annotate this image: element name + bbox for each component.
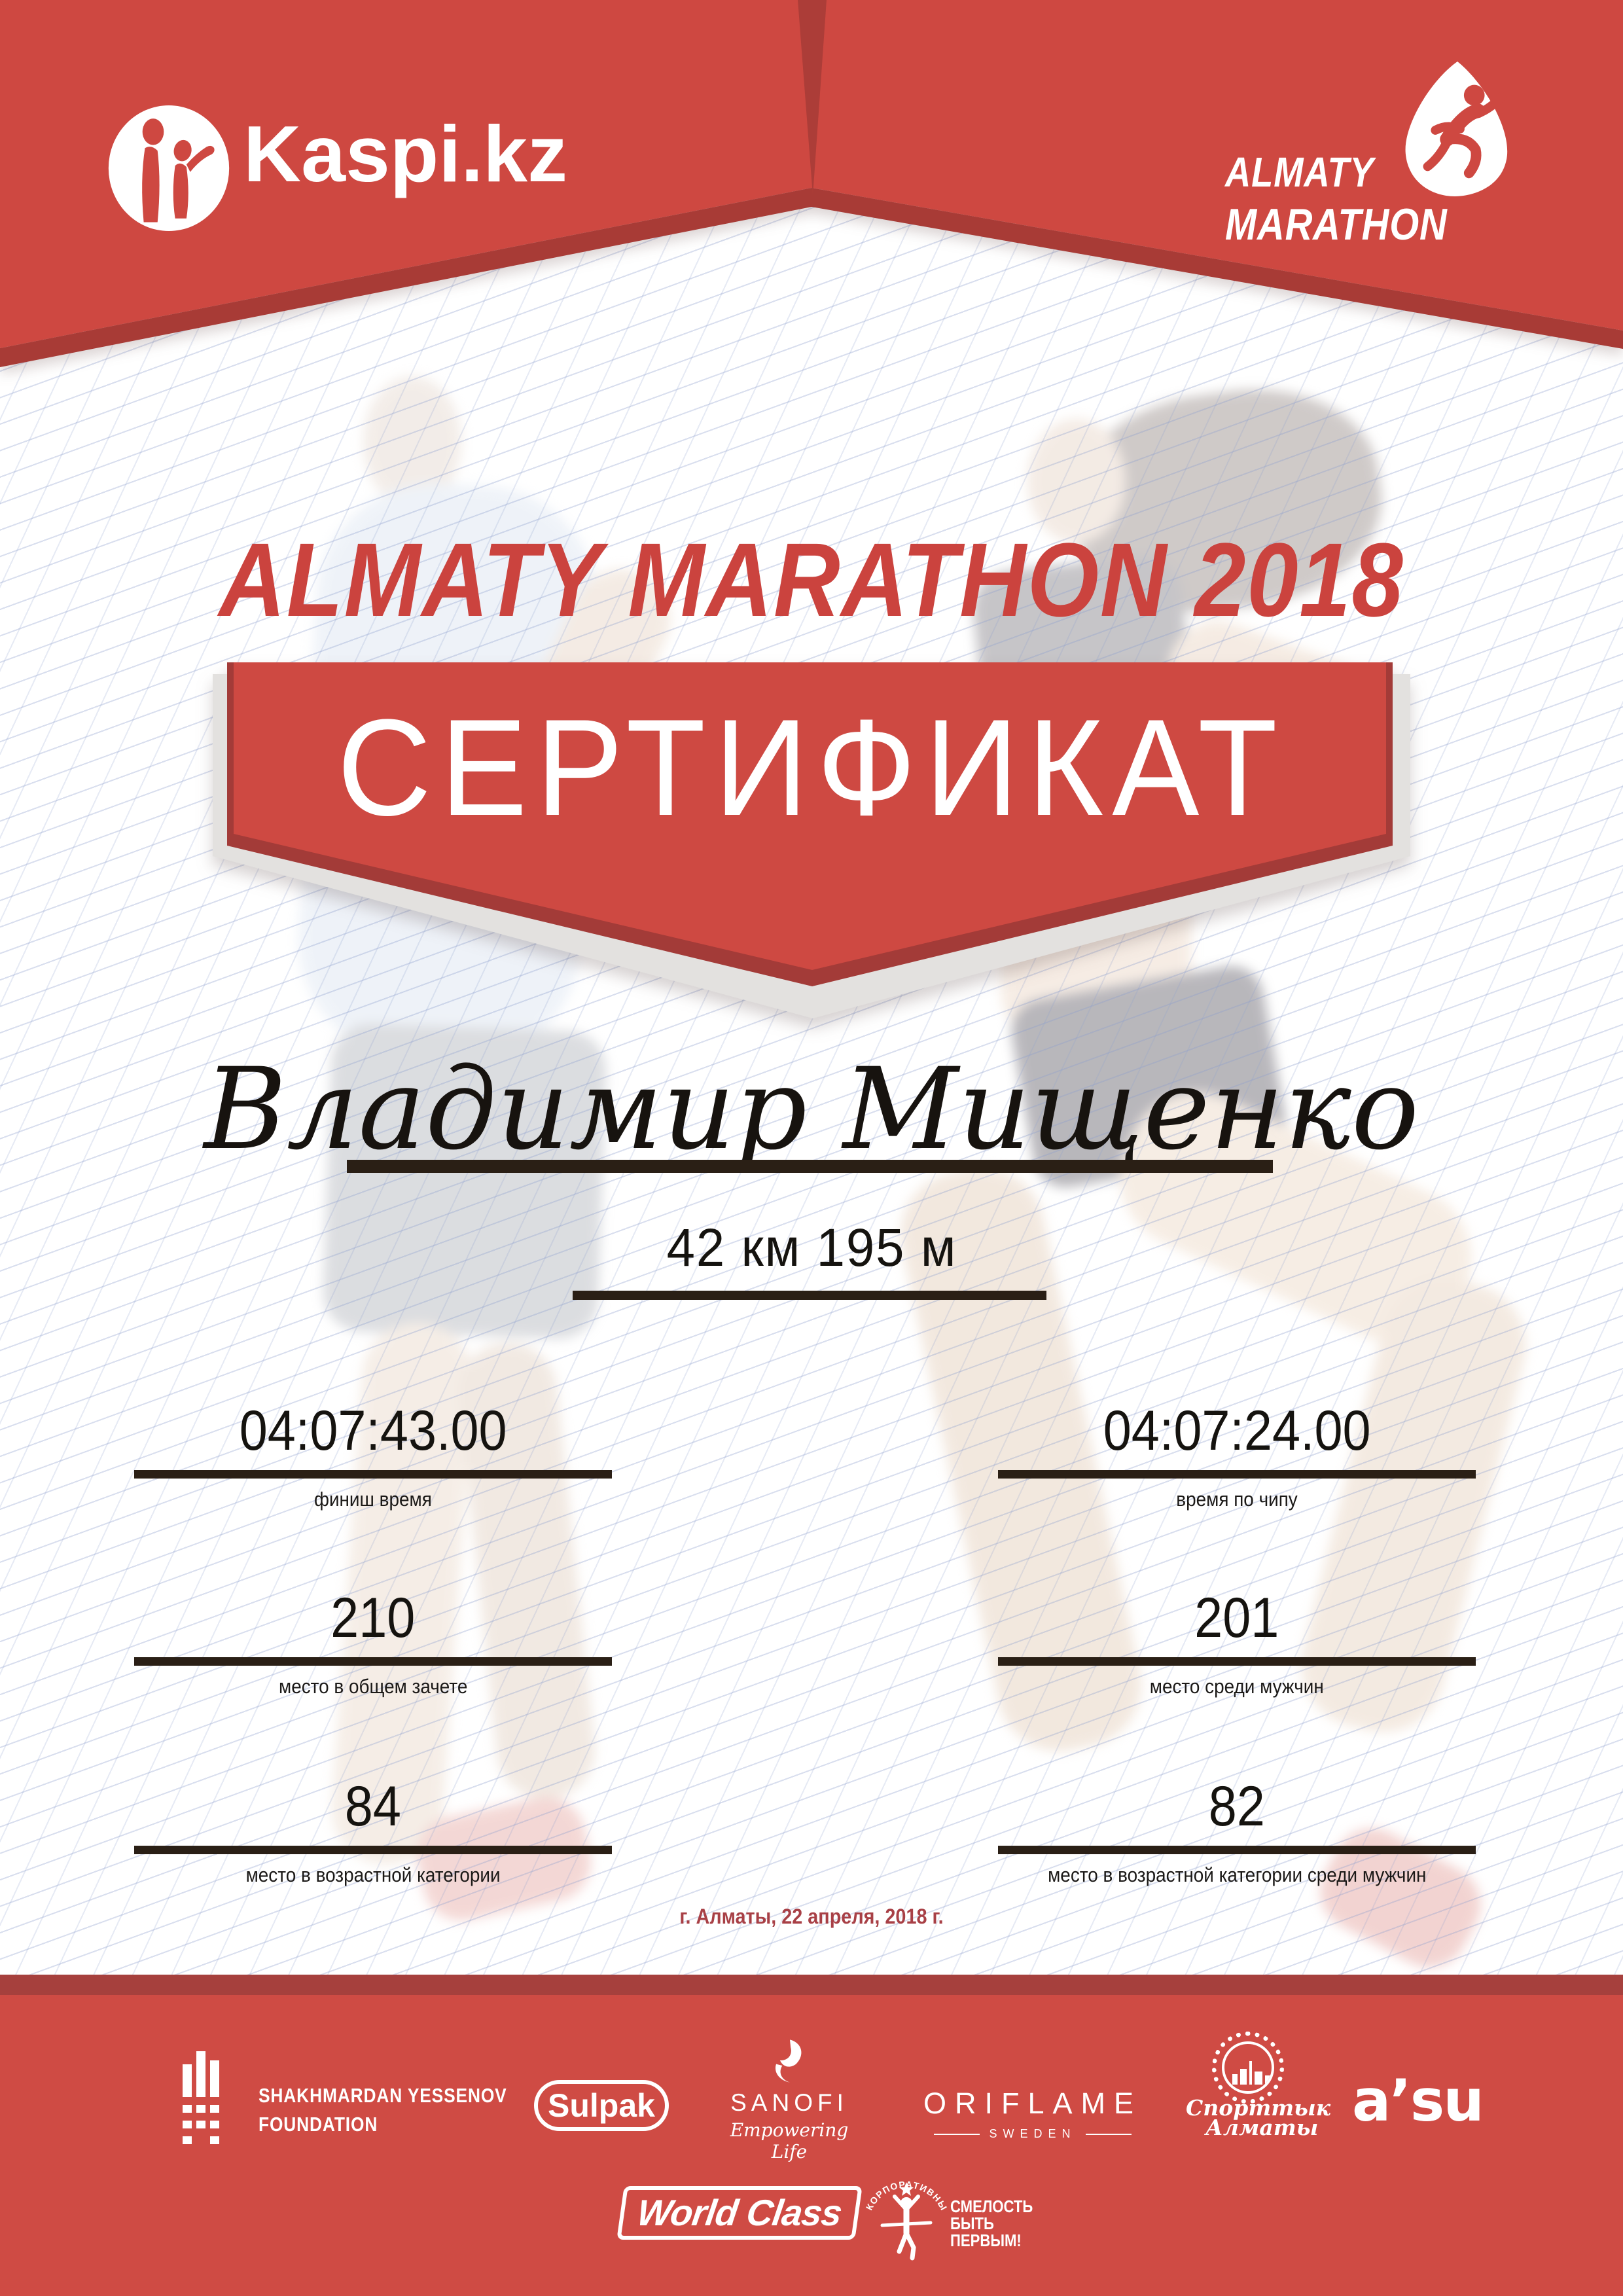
stat-age-category-men-place: 82 место в возрастной категории среди му… — [988, 1778, 1486, 1885]
name-underline-bar — [347, 1160, 1273, 1173]
almaty-marathon-logo-line2: MARATHON — [1225, 200, 1448, 249]
kaspi-wordmark: Kaspi.kz — [243, 109, 567, 198]
stat-age-category-place: 84 место в возрастной категории — [124, 1778, 622, 1885]
sanofi-bird-icon — [775, 2039, 802, 2083]
distance-underline-bar — [573, 1291, 1046, 1300]
stat-underline-bar — [134, 1657, 612, 1666]
sporttyk-emblem-icon — [1212, 2032, 1284, 2104]
almaty-marathon-logo-line1: ALMATY — [1225, 149, 1374, 196]
kaspi-people-icon — [108, 105, 230, 231]
sanofi-tagline: Empowering Life — [730, 2119, 849, 2162]
stat-chip-time: 04:07:24.00 время по чипу — [988, 1403, 1486, 1509]
certificate-ribbon: СЕРТИФИКАТ — [196, 648, 1427, 1034]
oriflame-dash-left — [934, 2133, 980, 2135]
stat-finish-time: 04:07:43.00 финиш время — [124, 1403, 622, 1509]
event-date: г. Алматы, 22 апреля, 2018 г. — [679, 1905, 944, 1928]
stat-overall-place: 210 место в общем зачете — [124, 1590, 622, 1696]
recipient-name: Владимир Мищенко — [204, 1043, 1419, 1175]
oriflame-dash-right — [1085, 2133, 1132, 2135]
worldclass-logo: World Class — [616, 2186, 863, 2240]
certificate-label: СЕРТИФИКАТ — [336, 691, 1287, 844]
footer-divider-strip — [0, 1975, 1623, 1995]
yessenov-columns-icon — [183, 2051, 222, 2144]
stat-men-place: 201 место среди мужчин — [988, 1590, 1486, 1696]
stat-underline-bar — [998, 1657, 1476, 1666]
marathon-runner-pebble-icon — [1405, 62, 1508, 196]
sponsors-footer: SHAKHMARDAN YESSENOV FOUNDATION Sulpak S… — [0, 1995, 1623, 2296]
stat-underline-bar — [998, 1846, 1476, 1854]
stat-underline-bar — [998, 1470, 1476, 1479]
sporttyk-wordmark: Спорттык Алматы — [1186, 2095, 1331, 2140]
fund-motto: СМЕЛОСТЬ БЫТЬ ПЕРВЫМ! — [950, 2197, 1033, 2250]
oriflame-logo: ORIFLAME SWEDEN — [923, 2087, 1143, 2140]
page-title: ALMATY MARATHON 2018 — [219, 521, 1404, 638]
sanofi-wordmark: SANOFI — [730, 2089, 848, 2116]
fund-runner-icon: КОРПОРАТИВНЫЙ ФОНД — [857, 2162, 948, 2261]
sulpak-logo: Sulpak — [534, 2080, 669, 2131]
top-banner: Kaspi.kz ALMATY MARATHON — [0, 0, 1623, 406]
distance-value: 42 км 195 м — [666, 1218, 957, 1278]
stat-underline-bar — [134, 1470, 612, 1479]
yessenov-foundation-logo: SHAKHMARDAN YESSENOV FOUNDATION — [259, 2084, 507, 2136]
stat-underline-bar — [134, 1846, 612, 1854]
asu-logo: aʼsu — [1352, 2067, 1484, 2134]
